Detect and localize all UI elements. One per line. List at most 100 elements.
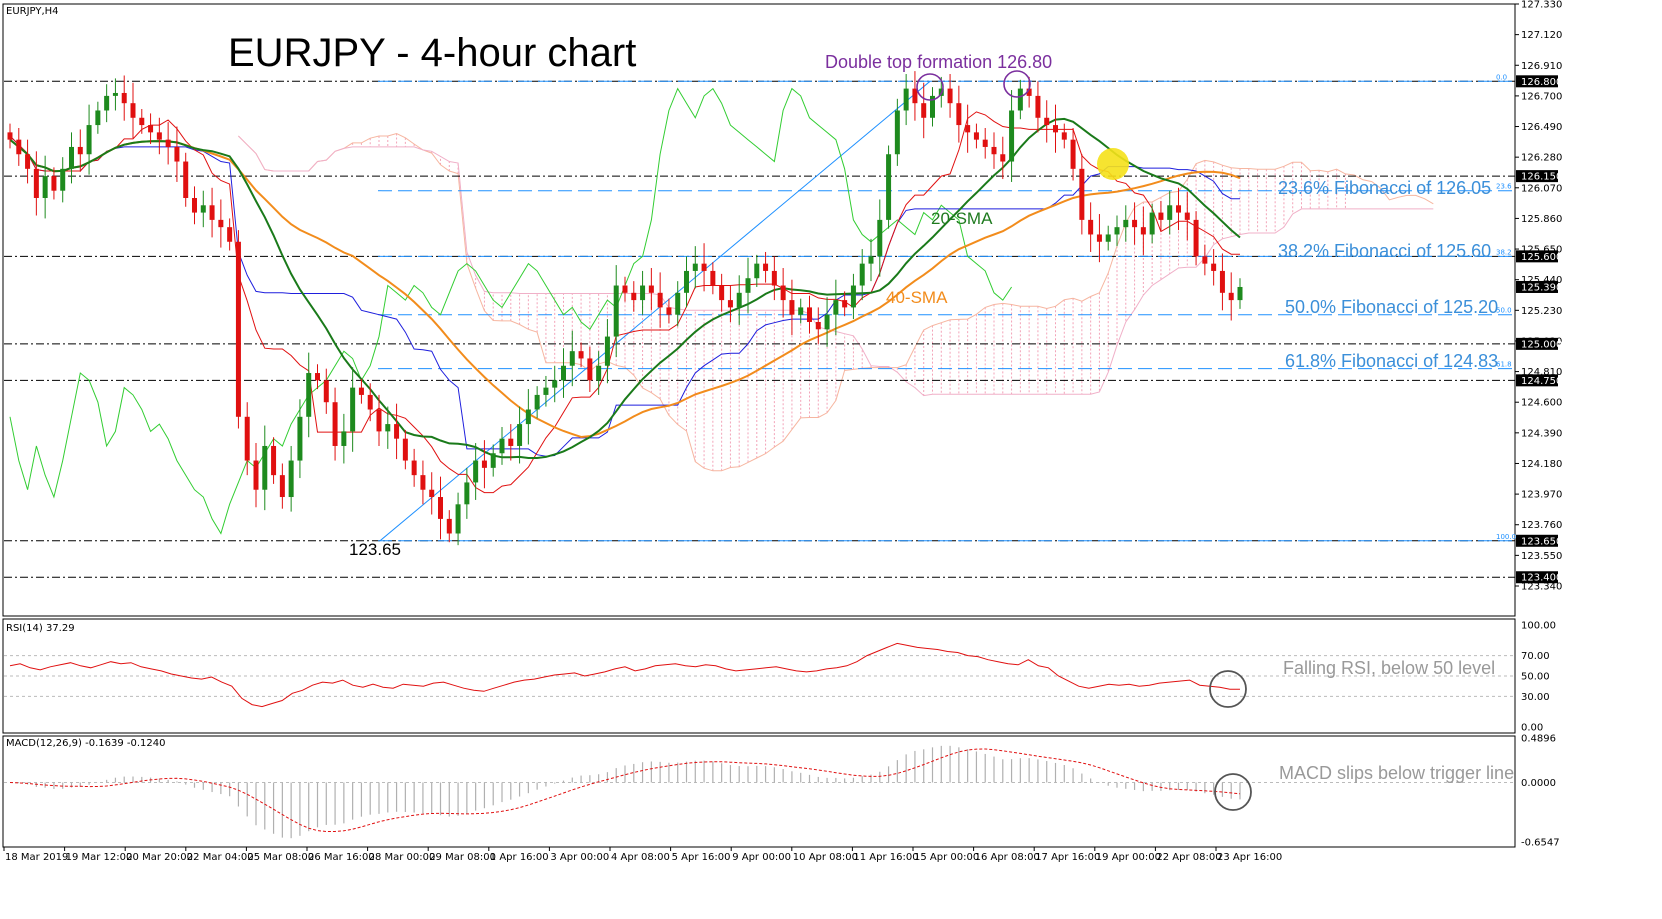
time-tick-label: 29 Mar 08:00 — [429, 852, 496, 863]
candle-body — [1140, 227, 1146, 235]
candle-body — [1053, 125, 1058, 133]
fib-label-618: 61.8% Fibonacci of 124.83 — [1285, 351, 1498, 371]
candle-body — [288, 460, 294, 498]
candle-body — [69, 146, 74, 169]
candle-body — [850, 285, 856, 308]
candle-body — [965, 125, 971, 133]
candle-body — [833, 300, 839, 315]
rsi-panel — [2, 618, 1516, 734]
price-box — [1516, 75, 1558, 88]
candle-body — [1211, 263, 1217, 271]
candle-body — [1237, 286, 1243, 301]
candle-body — [315, 373, 320, 381]
fib-pct-label: 50.0 — [1496, 307, 1512, 315]
fib-label-382: 38.2% Fibonacci of 125.60 — [1278, 241, 1491, 261]
price-box — [1516, 170, 1558, 183]
candle-body — [16, 139, 22, 155]
candle-body — [525, 409, 531, 425]
low-annotation: 123.65 — [349, 540, 401, 559]
price-tick-label: 124.810 — [1521, 367, 1562, 378]
rsi-tick-label: 30.00 — [1521, 692, 1550, 703]
candle-body — [736, 292, 742, 308]
price-box-label: 125.390 — [1521, 282, 1562, 293]
candle-body — [1088, 219, 1094, 235]
macd-label: MACD(12,26,9) -0.1639 -0.1240 — [6, 738, 166, 749]
candle-body — [394, 424, 400, 439]
time-tick-label: 16 Apr 08:00 — [975, 852, 1040, 863]
candle-body — [903, 88, 909, 111]
time-tick-label: 19 Apr 00:00 — [1096, 852, 1161, 863]
time-tick-label: 28 Mar 00:00 — [369, 852, 436, 863]
candle-body — [1105, 234, 1111, 242]
candle-body — [982, 139, 988, 147]
time-tick-label: 4 Apr 08:00 — [611, 852, 670, 863]
candle-body — [130, 103, 136, 118]
price-tick-label: 127.120 — [1521, 30, 1562, 41]
price-box — [1516, 571, 1558, 584]
candle-body — [499, 438, 505, 454]
price-tick-label: 125.230 — [1521, 306, 1562, 317]
candlesticks — [7, 71, 1243, 546]
candle-body — [604, 336, 610, 366]
sma40-line — [9, 138, 1241, 439]
candle-body — [578, 351, 584, 359]
time-tick-label: 10 Apr 08:00 — [793, 852, 858, 863]
candle-body — [235, 241, 241, 417]
candle-body — [648, 285, 654, 293]
price-tick-label: 124.180 — [1521, 459, 1562, 470]
price-box — [1516, 374, 1558, 387]
candle-body — [921, 103, 927, 118]
time-tick-label: 18 Mar 2019 — [5, 852, 68, 863]
candle-body — [824, 314, 830, 330]
sma20-line — [9, 117, 1241, 459]
candle-body — [587, 358, 593, 381]
candle-body — [657, 292, 663, 308]
fib-pct-label: 0.0 — [1496, 73, 1507, 81]
rsi-line — [9, 642, 1240, 708]
candle-body — [402, 438, 408, 461]
kijun-sen — [9, 135, 1240, 457]
candle-body — [95, 110, 101, 126]
candle-body — [763, 263, 769, 271]
time-tick-label: 22 Apr 08:00 — [1156, 852, 1221, 863]
fib-label-236: 23.6% Fibonacci of 126.05 — [1278, 178, 1491, 198]
candle-body — [534, 394, 540, 410]
macd-panel — [2, 735, 1516, 848]
candle-body — [209, 205, 215, 220]
candle-body — [367, 394, 373, 410]
candle-body — [517, 424, 523, 446]
time-tick-label: 22 Mar 04:00 — [187, 852, 254, 863]
candle-body — [1167, 205, 1173, 220]
candle-body — [886, 154, 892, 220]
time-tick-label: 20 Mar 20:00 — [126, 852, 193, 863]
candle-body — [139, 117, 145, 126]
price-box — [1516, 250, 1558, 263]
candle-body — [754, 263, 760, 279]
rsi-tick-label: 0.00 — [1521, 723, 1543, 734]
candle-body — [675, 292, 681, 315]
macd-indicator — [4, 745, 1515, 839]
candle-body — [719, 285, 725, 301]
price-tick-label: 126.700 — [1521, 91, 1562, 102]
candle-body — [1184, 212, 1190, 220]
candle-body — [1000, 154, 1006, 162]
candle-body — [1096, 234, 1102, 242]
candle-body — [789, 300, 795, 315]
candle-body — [455, 504, 461, 534]
candle-body — [1009, 110, 1015, 162]
time-tick-label: 15 Apr 00:00 — [914, 852, 979, 863]
candle-body — [991, 146, 997, 155]
rsi-tick-label: 100.00 — [1521, 621, 1556, 632]
candle-body — [692, 263, 698, 271]
candle-body — [798, 307, 804, 315]
time-tick-label: 26 Mar 16:00 — [308, 852, 375, 863]
price-tick-label: 126.910 — [1521, 61, 1562, 72]
candle-body — [279, 475, 285, 498]
candle-body — [33, 168, 39, 198]
price-tick-label: 123.970 — [1521, 490, 1562, 501]
candle-body — [622, 285, 628, 293]
candle-body — [631, 292, 637, 301]
fib-pct-label: 38.2 — [1496, 248, 1512, 256]
price-tick-label: 124.390 — [1521, 428, 1562, 439]
